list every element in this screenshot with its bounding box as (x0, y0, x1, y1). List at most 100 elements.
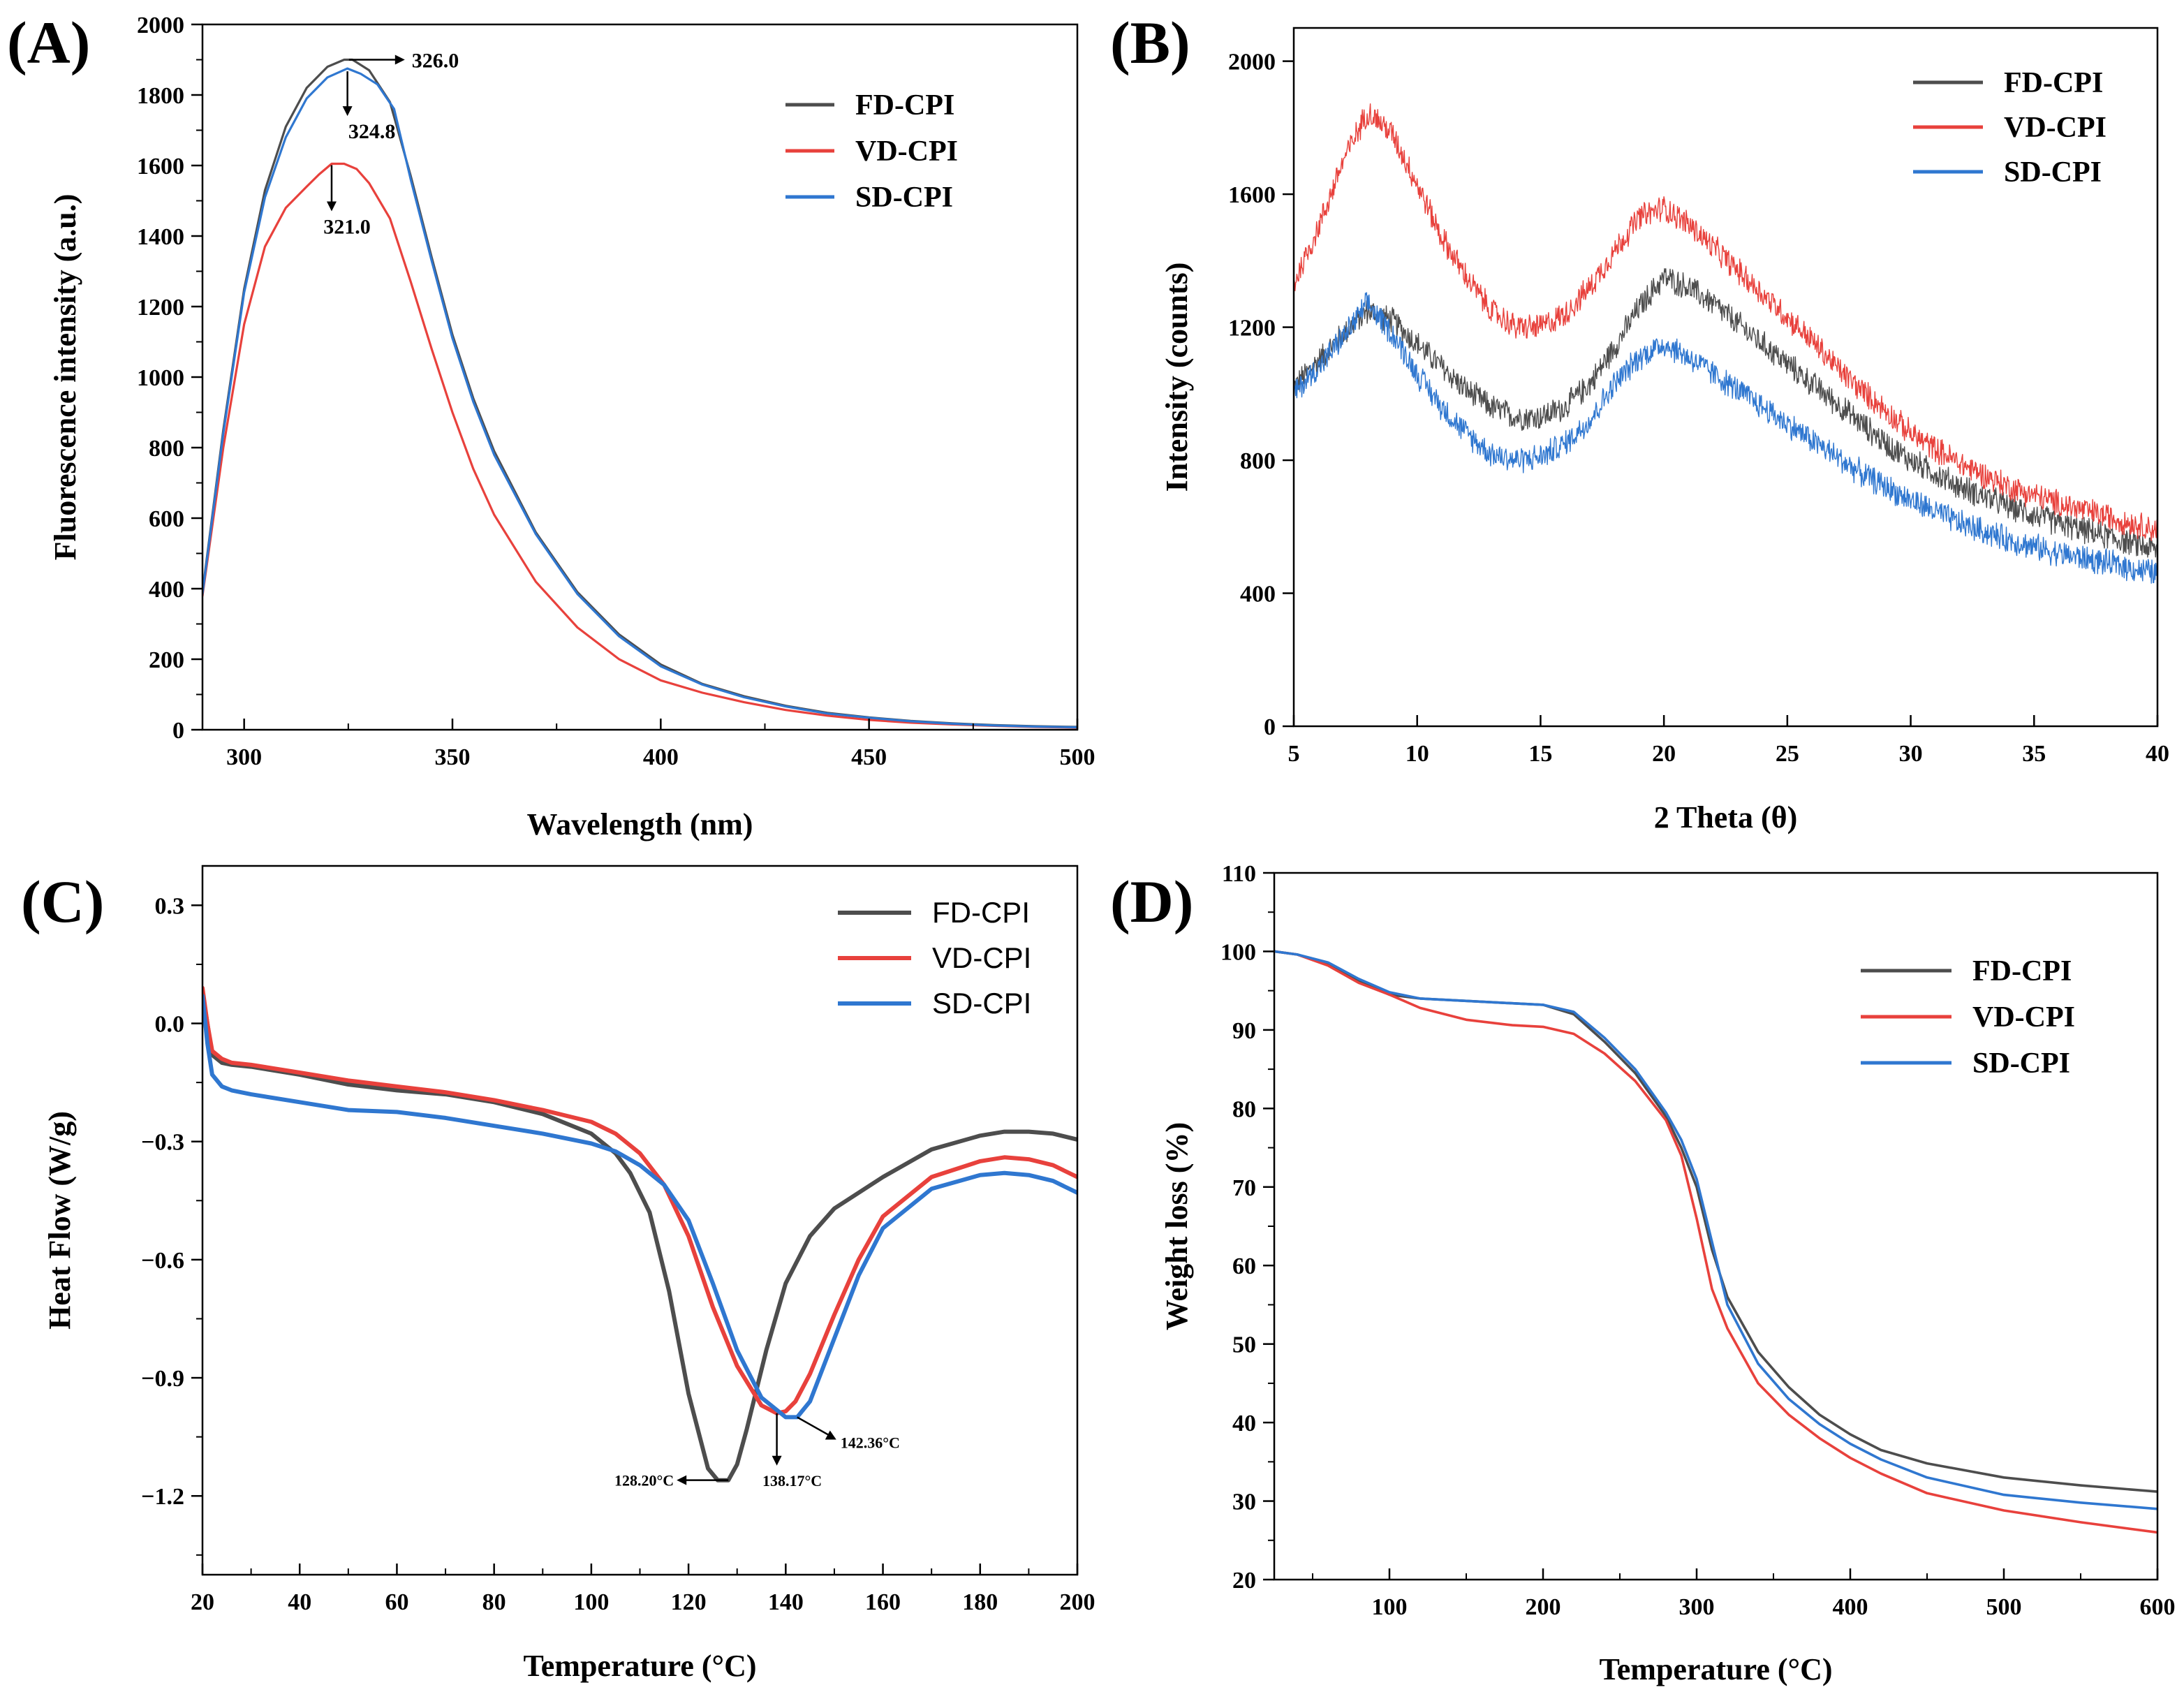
annotation-label: 138.17°C (762, 1472, 822, 1490)
y-tick-label: 800 (149, 436, 184, 462)
y-tick-label: 1200 (137, 295, 184, 321)
y-tick-label: 1600 (137, 154, 184, 179)
y-tick-label: 400 (1240, 582, 1276, 608)
annotation-label: 321.0 (323, 215, 371, 238)
series-line-vd-cpi (202, 162, 1077, 729)
legend-label: FD-CPI (932, 896, 1030, 929)
annotation-arrowhead (677, 1475, 687, 1485)
annotation-arrowhead (342, 106, 353, 117)
y-tick-label: 0.0 (155, 1012, 185, 1038)
y-axis-title: Weight loss (%) (1160, 1122, 1194, 1330)
y-axis-title: Intensity (counts) (1160, 263, 1194, 492)
series-line-vd-cpi (202, 985, 1077, 1415)
panel-A: (A) 300 350 400 450 500 0 200 400 600 800 1000 1200 1… (7, 9, 1095, 841)
x-tick-label: 40 (288, 1589, 311, 1615)
y-tick-label: 100 (1220, 939, 1256, 965)
plot-frame (1292, 27, 2159, 728)
x-axis-title: Temperature (°C) (1599, 1652, 1832, 1686)
y-tick-label: 200 (149, 647, 184, 673)
annotation-label: 326.0 (412, 50, 459, 73)
x-axis-title: Wavelength (nm) (527, 807, 753, 841)
panel-C: (C) 20 40 60 80 100 120 140 160 180 200 −1.2 −0.9 −0.… (21, 865, 1095, 1683)
legend-label: FD-CPI (1972, 955, 2072, 987)
y-tick-label: 600 (149, 506, 184, 532)
series-line-fd-cpi (202, 990, 1077, 1483)
y-tick-label: 0 (172, 718, 184, 744)
x-tick-label: 140 (768, 1589, 804, 1615)
x-tick-label: 180 (962, 1589, 998, 1615)
x-tick-label: 25 (1776, 741, 1799, 767)
legend-label: SD-CPI (855, 182, 953, 214)
y-tick-label: 110 (1222, 861, 1256, 887)
x-tick-label: 20 (1652, 741, 1676, 767)
legend-label: VD-CPI (855, 135, 958, 168)
y-tick-label: 0.3 (155, 893, 185, 919)
y-tick-label: −0.3 (141, 1130, 184, 1156)
y-tick-label: 1800 (137, 83, 184, 109)
panel-label: (D) (1110, 868, 1193, 935)
x-tick-label: 100 (573, 1589, 609, 1615)
legend-label: VD-CPI (1972, 1001, 2075, 1034)
series-line-fd-cpi (1294, 268, 2157, 558)
annotation-label: 324.8 (348, 120, 396, 143)
y-axis-title: Fluorescence intensity (a.u.) (48, 194, 82, 561)
series-line-sd-cpi (202, 994, 1077, 1420)
series-group (1294, 103, 2157, 584)
legend-label: VD-CPI (932, 941, 1031, 974)
x-tick-label: 80 (482, 1589, 506, 1615)
x-tick-label: 300 (1679, 1594, 1715, 1620)
x-tick-label: 120 (671, 1589, 707, 1615)
legend-label: FD-CPI (855, 89, 954, 122)
annotation-arrowhead (772, 1455, 782, 1466)
x-tick-label: 400 (1833, 1594, 1868, 1620)
x-tick-label: 350 (435, 744, 471, 770)
x-tick-label: 300 (226, 744, 262, 770)
y-tick-label: 60 (1232, 1253, 1256, 1279)
x-tick-label: 500 (1060, 744, 1095, 770)
y-tick-label: 1000 (137, 365, 184, 391)
legend-label: SD-CPI (932, 987, 1031, 1020)
annotation-arrowhead (825, 1430, 836, 1440)
series-line-sd-cpi (1274, 950, 2157, 1510)
plot-frame (201, 23, 1079, 731)
x-tick-label: 100 (1372, 1594, 1408, 1620)
series-line-vd-cpi (1274, 950, 2157, 1534)
panel-label: (C) (21, 868, 104, 935)
y-tick-label: 40 (1232, 1411, 1256, 1436)
legend-label: FD-CPI (2004, 67, 2103, 99)
y-tick-label: 1200 (1228, 316, 1276, 341)
y-tick-label: 70 (1232, 1175, 1256, 1201)
x-tick-label: 20 (191, 1589, 214, 1615)
x-tick-label: 160 (865, 1589, 901, 1615)
series-line-vd-cpi (1294, 103, 2157, 541)
x-tick-label: 15 (1528, 741, 1552, 767)
x-axis-title: 2 Theta (θ) (1654, 800, 1797, 834)
y-tick-label: 90 (1232, 1018, 1256, 1044)
x-tick-label: 200 (1060, 1589, 1095, 1615)
y-tick-label: 80 (1232, 1096, 1256, 1122)
series-group (202, 985, 1077, 1483)
x-tick-label: 500 (1986, 1594, 2022, 1620)
x-tick-label: 400 (643, 744, 679, 770)
x-tick-label: 40 (2146, 741, 2169, 767)
series-group (1274, 950, 2157, 1534)
annotation-arrow (797, 1416, 830, 1436)
x-tick-label: 450 (851, 744, 887, 770)
y-tick-label: −1.2 (141, 1484, 184, 1510)
annotation-label: 142.36°C (841, 1434, 900, 1451)
legend-label: SD-CPI (2004, 156, 2102, 189)
x-tick-label: 60 (385, 1589, 408, 1615)
x-tick-label: 10 (1405, 741, 1429, 767)
y-axis-title: Heat Flow (W/g) (43, 1111, 77, 1330)
y-tick-label: 0 (1264, 714, 1276, 740)
y-tick-label: 30 (1232, 1490, 1256, 1515)
y-tick-label: −0.9 (141, 1366, 184, 1392)
y-tick-label: 2000 (1228, 50, 1276, 75)
panel-D: (D) 100 200 300 400 500 600 20 30 40 50 60 70 80 90 100… (1110, 861, 2176, 1686)
x-tick-label: 600 (2140, 1594, 2176, 1620)
y-tick-label: 2000 (137, 13, 184, 38)
panel-label: (B) (1110, 9, 1190, 76)
series-line-sd-cpi (1294, 292, 2157, 584)
